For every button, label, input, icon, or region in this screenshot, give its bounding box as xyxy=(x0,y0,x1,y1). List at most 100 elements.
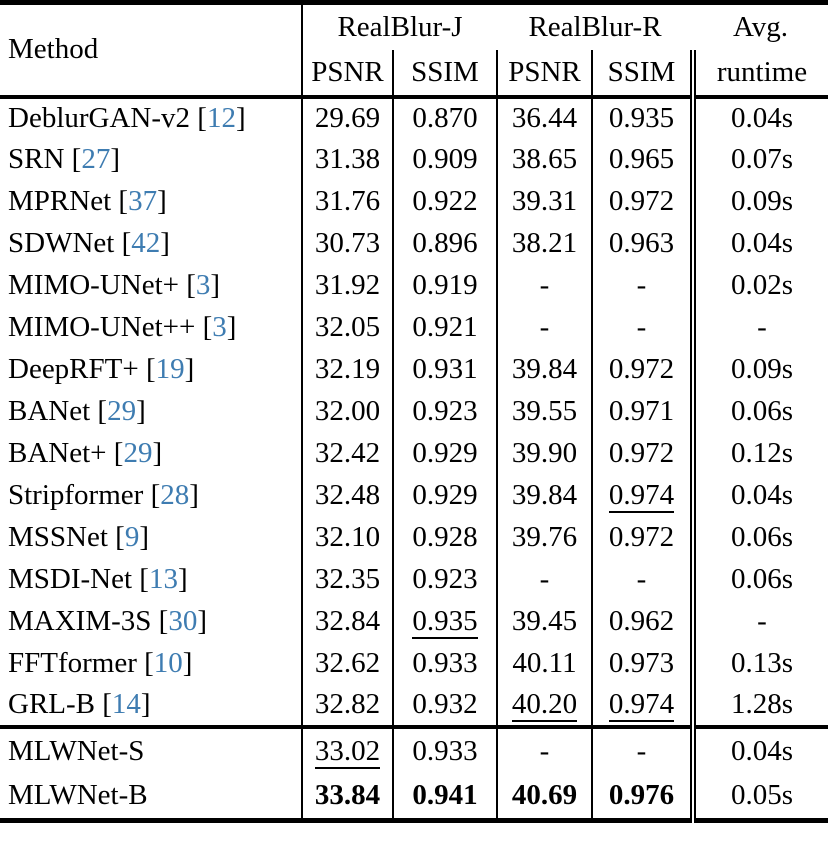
metric-cell: 0.923 xyxy=(393,558,498,601)
metric-cell: 39.84 xyxy=(497,474,593,517)
method-name: MPRNet xyxy=(8,185,112,217)
metric-value: 39.76 xyxy=(511,521,578,553)
citation-number[interactable]: 27 xyxy=(81,143,111,175)
header-method: Method xyxy=(0,2,303,97)
citation-link[interactable]: [9] xyxy=(115,521,150,553)
method-name: SRN xyxy=(8,143,65,175)
metric-value: 0.04s xyxy=(730,734,794,767)
citation-link[interactable]: [30] xyxy=(158,605,207,637)
citation-number[interactable]: 28 xyxy=(160,479,190,511)
citation-number[interactable]: 13 xyxy=(148,563,178,595)
method-cell: MLWNet-B xyxy=(0,773,303,821)
citation-number[interactable]: 19 xyxy=(155,353,185,385)
method-cell: MSDI-Net [13] xyxy=(0,558,303,601)
metric-value: 32.82 xyxy=(314,688,381,720)
citation-number[interactable]: 10 xyxy=(153,647,183,679)
metric-cell: 33.84 xyxy=(302,773,394,821)
method-name: BANet+ xyxy=(8,437,107,469)
metric-value: 1.28s xyxy=(730,688,794,720)
metric-value: - xyxy=(757,605,767,637)
citation-number[interactable]: 29 xyxy=(107,395,137,427)
citation-link[interactable]: [13] xyxy=(139,563,188,595)
metric-value: 39.84 xyxy=(511,479,578,511)
metric-value: 0.929 xyxy=(412,479,478,511)
metric-cell: 0.922 xyxy=(393,180,498,223)
method-cell: BANet [29] xyxy=(0,390,303,433)
citation-link[interactable]: [29] xyxy=(113,437,163,469)
citation-number[interactable]: 37 xyxy=(128,185,158,217)
citation-number[interactable]: 3 xyxy=(212,311,227,343)
metric-value: - xyxy=(539,734,550,767)
table-row: GRL-B [14] 32.82 0.932 40.20 0.974 1.28s xyxy=(0,684,828,727)
metric-cell: 32.00 xyxy=(302,390,394,433)
metric-cell: 39.84 xyxy=(497,348,593,391)
citation-link[interactable]: [28] xyxy=(150,479,199,511)
metric-cell: 0.921 xyxy=(393,306,498,349)
citation-link[interactable]: [3] xyxy=(202,311,237,343)
metric-cell: 1.28s xyxy=(693,685,828,727)
metric-cell: 0.932 xyxy=(393,684,498,727)
metric-cell: 0.04s xyxy=(693,223,828,265)
citation-link[interactable]: [29] xyxy=(97,395,146,427)
metric-cell: 0.929 xyxy=(393,474,498,517)
method-name: GRL-B xyxy=(8,688,95,720)
metric-value: 0.870 xyxy=(412,102,478,134)
metric-cell: 32.05 xyxy=(302,306,394,349)
header-ssim-j: SSIM xyxy=(393,49,498,97)
citation-number[interactable]: 9 xyxy=(124,521,140,553)
metric-cell: - xyxy=(592,264,696,307)
citation-number[interactable]: 30 xyxy=(168,605,198,637)
citation-link[interactable]: [37] xyxy=(118,185,167,217)
citation-link[interactable]: [14] xyxy=(102,688,151,720)
metric-cell: 33.02 xyxy=(302,726,394,774)
citation-number[interactable]: 42 xyxy=(131,227,161,259)
metric-cell: 32.10 xyxy=(302,516,394,559)
metric-cell: 38.65 xyxy=(497,138,593,181)
metric-value: 0.965 xyxy=(608,143,675,175)
metric-cell: 32.48 xyxy=(302,474,394,517)
metric-cell: 0.972 xyxy=(592,180,696,223)
metric-cell: 0.909 xyxy=(393,138,498,181)
citation-link[interactable]: [42] xyxy=(121,227,170,259)
metric-cell: 32.19 xyxy=(302,348,394,391)
citation-link[interactable]: [27] xyxy=(71,143,121,175)
method-cell: MIMO-UNet+ [3] xyxy=(0,264,303,307)
metric-value: 29.69 xyxy=(314,102,381,134)
header-group-realblur-j: RealBlur-J xyxy=(337,10,463,43)
metric-value: - xyxy=(636,311,647,343)
metric-value: 0.929 xyxy=(412,437,478,469)
citation-link[interactable]: [10] xyxy=(144,647,193,679)
metric-value: 31.76 xyxy=(314,185,381,217)
citation-number[interactable]: 3 xyxy=(195,269,211,301)
table-row: Stripformer [28] 32.48 0.929 39.84 0.974… xyxy=(0,474,828,517)
header-runtime: runtime xyxy=(716,55,808,88)
metric-value: 0.922 xyxy=(412,185,478,217)
metric-cell: - xyxy=(592,306,696,349)
metric-value: 0.963 xyxy=(608,227,675,259)
metric-cell: - xyxy=(592,726,696,774)
metric-cell: 0.02s xyxy=(693,265,828,307)
table-row: MIMO-UNet++ [3] 32.05 0.921 - - - xyxy=(0,306,828,349)
citation-link[interactable]: [12] xyxy=(197,102,246,134)
metric-cell: 0.933 xyxy=(393,642,498,685)
metric-cell: 29.69 xyxy=(302,96,394,139)
table-row: MAXIM-3S [30] 32.84 0.935 39.45 0.962 - xyxy=(0,600,828,643)
citation-number[interactable]: 14 xyxy=(111,688,141,720)
metric-value: 0.04s xyxy=(730,227,794,259)
metric-value: 32.42 xyxy=(314,437,381,469)
metric-value: 32.05 xyxy=(314,311,381,343)
metric-value: 39.84 xyxy=(511,353,578,385)
citation-number[interactable]: 29 xyxy=(123,437,153,469)
metric-cell: 40.20 xyxy=(497,684,593,727)
citation-number[interactable]: 12 xyxy=(206,102,236,134)
method-name: MLWNet-S xyxy=(8,734,145,767)
citation-link[interactable]: [19] xyxy=(145,353,195,385)
metric-value: 32.00 xyxy=(314,395,381,427)
header-psnr-j: PSNR xyxy=(302,49,394,97)
metric-value: 39.31 xyxy=(511,185,578,217)
citation-link[interactable]: [3] xyxy=(186,269,221,301)
metric-value: 0.923 xyxy=(412,395,478,427)
metric-value: 32.62 xyxy=(314,647,381,679)
table-row: BANet+ [29] 32.42 0.929 39.90 0.972 0.12… xyxy=(0,432,828,475)
metric-value: 0.04s xyxy=(730,479,794,511)
